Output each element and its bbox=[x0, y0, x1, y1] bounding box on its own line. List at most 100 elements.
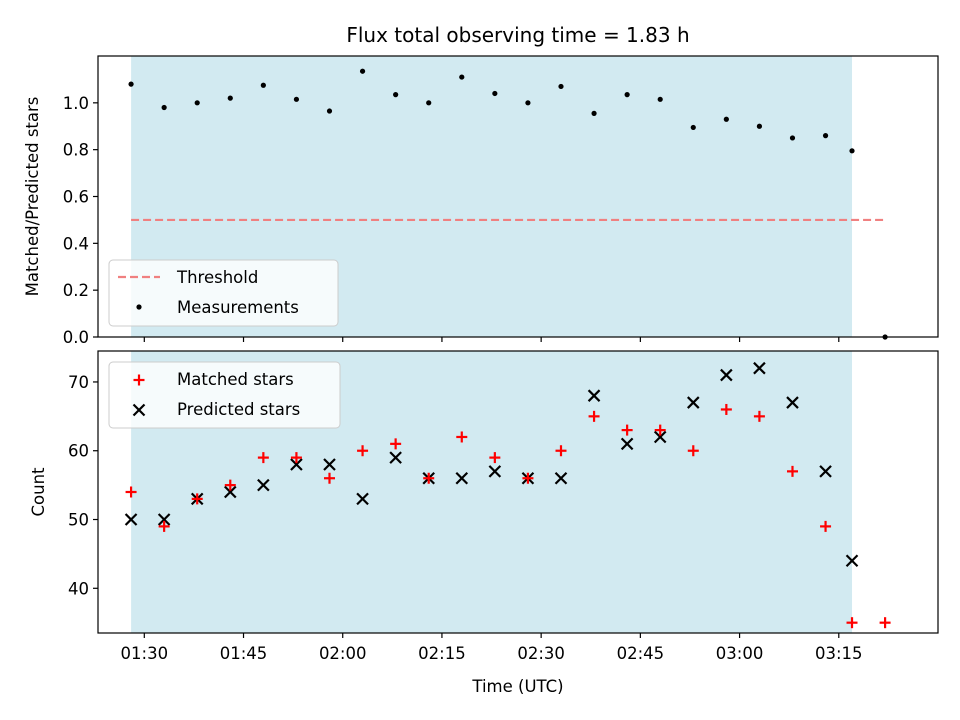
matched-star-point bbox=[456, 431, 468, 443]
measurement-point bbox=[326, 108, 333, 114]
predicted-star-point bbox=[356, 492, 369, 506]
matched-star-point bbox=[879, 617, 891, 629]
matched-star-point bbox=[125, 486, 137, 498]
matched-star-point bbox=[588, 410, 600, 422]
matched-star-point bbox=[357, 445, 369, 457]
matched-star-point bbox=[687, 445, 699, 457]
legend-predicted-swatch bbox=[132, 403, 146, 417]
top-y-tick-label: 0.0 bbox=[63, 328, 89, 347]
predicted-star-point bbox=[455, 471, 469, 485]
matched-star-point bbox=[290, 452, 302, 464]
top-y-tick-label: 0.6 bbox=[63, 188, 89, 207]
matched-star-point bbox=[555, 445, 567, 457]
measurement-point bbox=[393, 92, 399, 98]
legend-plus-marker bbox=[133, 374, 145, 386]
x-axis-label: Time (UTC) bbox=[471, 677, 563, 696]
bottom-y-tick-label: 50 bbox=[68, 511, 89, 530]
x-tick-label: 02:15 bbox=[418, 644, 466, 663]
measurement-point bbox=[359, 68, 366, 74]
matched-star-point bbox=[786, 465, 798, 477]
measurement-point bbox=[194, 100, 200, 106]
bottom-legend-box bbox=[108, 361, 341, 429]
legend-predicted-label: Predicted stars bbox=[177, 400, 300, 419]
legend-measurements-swatch bbox=[136, 304, 142, 310]
bottom-y-tick-label: 40 bbox=[68, 579, 89, 598]
matched-star-point bbox=[621, 424, 633, 436]
bottom-y-tick-label: 60 bbox=[68, 442, 89, 461]
measurement-point bbox=[624, 92, 630, 98]
bottom-y-axis-label: Count bbox=[29, 467, 48, 517]
legend-x-marker bbox=[132, 403, 146, 417]
measurement-point bbox=[822, 133, 829, 139]
x-tick-label: 01:45 bbox=[220, 644, 268, 663]
matched-star-point bbox=[522, 472, 534, 484]
measurement-point bbox=[849, 148, 855, 154]
x-tick-label: 03:00 bbox=[716, 644, 764, 663]
matched-star-point bbox=[720, 403, 732, 415]
top-legend: Threshold Measurements bbox=[108, 259, 339, 327]
measurement-point bbox=[525, 100, 531, 106]
predicted-star-point bbox=[257, 478, 270, 492]
top-y-tick-label: 0.8 bbox=[63, 141, 89, 160]
matched-star-point bbox=[654, 424, 666, 436]
matched-star-point bbox=[257, 452, 269, 464]
measurement-point bbox=[558, 83, 564, 90]
measurement-point bbox=[426, 100, 432, 106]
x-tick-label: 02:00 bbox=[319, 644, 367, 663]
predicted-star-point bbox=[389, 451, 402, 464]
matched-star-point bbox=[224, 479, 236, 491]
predicted-star-point bbox=[845, 554, 859, 568]
predicted-star-point bbox=[224, 485, 237, 499]
top-panel: 0.0 0.2 0.4 0.6 0.8 1.0 Matched/Predicted sta… bbox=[23, 55, 939, 347]
predicted-star-point bbox=[720, 368, 733, 382]
x-tick-label: 02:45 bbox=[617, 644, 665, 663]
predicted-star-point bbox=[653, 430, 667, 444]
bottom-axes-frame bbox=[97, 350, 939, 634]
matched-star-point bbox=[191, 493, 203, 505]
top-axes-frame bbox=[97, 55, 939, 338]
measurement-point bbox=[459, 74, 465, 80]
predicted-star-point bbox=[819, 465, 832, 478]
measurement-point bbox=[128, 81, 134, 87]
matched-star-point bbox=[323, 472, 335, 484]
predicted-star-point bbox=[753, 361, 766, 375]
matched-star-point bbox=[820, 520, 832, 532]
predicted-star-point bbox=[686, 396, 700, 409]
x-tick-label: 03:15 bbox=[815, 644, 863, 663]
matched-star-point bbox=[753, 410, 765, 422]
x-tick-label: 02:30 bbox=[517, 644, 565, 663]
measurement-point bbox=[492, 90, 498, 97]
predicted-star-point bbox=[587, 389, 601, 402]
measurement-point bbox=[756, 123, 763, 129]
predicted-star-point bbox=[290, 458, 303, 471]
measurement-point bbox=[227, 95, 233, 101]
bottom-y-tick-label: 70 bbox=[68, 373, 89, 392]
measurement-point bbox=[161, 104, 167, 111]
x-tick-label: 01:30 bbox=[121, 644, 169, 663]
measurement-point bbox=[293, 96, 300, 102]
chart-title: Flux total observing time = 1.83 h bbox=[346, 23, 689, 47]
predicted-star-point bbox=[786, 396, 799, 409]
matched-star-point bbox=[390, 438, 402, 450]
predicted-star-point bbox=[488, 465, 502, 478]
matched-star-point bbox=[423, 472, 435, 484]
predicted-star-point bbox=[620, 437, 634, 451]
legend-matched-swatch bbox=[133, 374, 145, 386]
bottom-legend: Matched stars Predicted stars bbox=[108, 361, 341, 429]
top-y-axis-label: Matched/Predicted stars bbox=[23, 97, 42, 297]
predicted-star-point bbox=[124, 513, 138, 526]
predicted-star-point bbox=[554, 471, 568, 485]
top-y-tick-label: 1.0 bbox=[63, 94, 89, 113]
legend-matched-label: Matched stars bbox=[177, 370, 294, 389]
legend-measurements-label: Measurements bbox=[177, 298, 299, 317]
top-y-tick-label: 0.4 bbox=[63, 234, 89, 253]
predicted-star-point bbox=[157, 513, 171, 526]
legend-threshold-label: Threshold bbox=[176, 268, 258, 287]
predicted-star-point bbox=[323, 458, 336, 471]
measurement-point bbox=[789, 135, 796, 141]
measurement-point bbox=[723, 116, 729, 122]
top-y-tick-label: 0.2 bbox=[63, 281, 89, 300]
measurement-point bbox=[657, 96, 663, 102]
matched-star-point bbox=[489, 452, 501, 464]
